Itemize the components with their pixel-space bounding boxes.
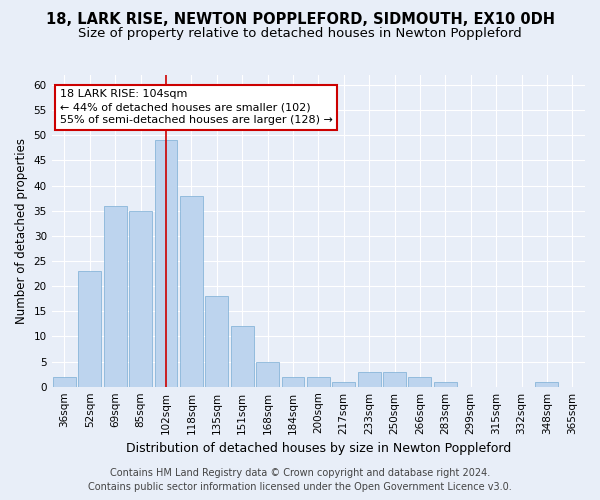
Text: Contains HM Land Registry data © Crown copyright and database right 2024.
Contai: Contains HM Land Registry data © Crown c… <box>88 468 512 492</box>
Bar <box>281 376 304 386</box>
Bar <box>155 140 178 386</box>
Bar <box>231 326 254 386</box>
Bar <box>358 372 380 386</box>
Bar <box>256 362 279 386</box>
Bar <box>104 206 127 386</box>
Bar <box>79 271 101 386</box>
Bar <box>332 382 355 386</box>
Bar <box>129 210 152 386</box>
Bar <box>409 376 431 386</box>
X-axis label: Distribution of detached houses by size in Newton Poppleford: Distribution of detached houses by size … <box>126 442 511 455</box>
Bar <box>180 196 203 386</box>
Text: 18, LARK RISE, NEWTON POPPLEFORD, SIDMOUTH, EX10 0DH: 18, LARK RISE, NEWTON POPPLEFORD, SIDMOU… <box>46 12 554 28</box>
Bar <box>383 372 406 386</box>
Text: Size of property relative to detached houses in Newton Poppleford: Size of property relative to detached ho… <box>78 28 522 40</box>
Bar <box>53 376 76 386</box>
Bar <box>535 382 559 386</box>
Y-axis label: Number of detached properties: Number of detached properties <box>15 138 28 324</box>
Bar <box>205 296 228 386</box>
Bar <box>307 376 330 386</box>
Text: 18 LARK RISE: 104sqm
← 44% of detached houses are smaller (102)
55% of semi-deta: 18 LARK RISE: 104sqm ← 44% of detached h… <box>59 89 332 126</box>
Bar <box>434 382 457 386</box>
